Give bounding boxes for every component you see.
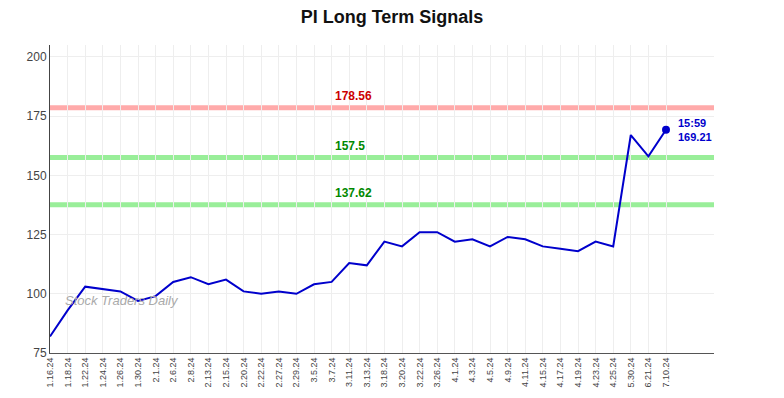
svg-text:3.11.24: 3.11.24 [344, 358, 354, 387]
svg-text:1.30.24: 1.30.24 [133, 358, 143, 388]
svg-text:178.56: 178.56 [335, 89, 372, 103]
svg-text:1.24.24: 1.24.24 [98, 358, 108, 388]
svg-text:137.62: 137.62 [335, 186, 372, 200]
svg-text:2.22.24: 2.22.24 [256, 358, 266, 388]
svg-text:3.13.24: 3.13.24 [362, 358, 372, 388]
svg-text:4.15.24: 4.15.24 [538, 358, 548, 388]
svg-text:175: 175 [27, 109, 47, 123]
svg-text:75: 75 [33, 346, 47, 360]
svg-text:5.30.24: 5.30.24 [626, 358, 636, 388]
svg-text:2.6.24: 2.6.24 [168, 358, 178, 383]
svg-text:3.22.24: 3.22.24 [415, 358, 425, 388]
svg-text:15:59169.21: 15:59169.21 [678, 117, 712, 143]
svg-text:3.18.24: 3.18.24 [379, 358, 389, 388]
svg-text:3.26.24: 3.26.24 [432, 358, 442, 388]
svg-text:125: 125 [27, 228, 47, 242]
svg-text:2.1.24: 2.1.24 [151, 358, 161, 383]
svg-text:4.3.24: 4.3.24 [467, 358, 477, 383]
svg-text:3.5.24: 3.5.24 [309, 358, 319, 383]
svg-text:2.13.24: 2.13.24 [203, 358, 213, 388]
svg-text:1.16.24: 1.16.24 [45, 358, 55, 388]
svg-text:200: 200 [27, 50, 47, 64]
svg-text:4.5.24: 4.5.24 [485, 358, 495, 383]
svg-text:3.7.24: 3.7.24 [327, 358, 337, 383]
svg-text:6.21.24: 6.21.24 [643, 358, 653, 388]
svg-text:2.27.24: 2.27.24 [274, 358, 284, 388]
svg-text:2.15.24: 2.15.24 [221, 358, 231, 388]
svg-text:4.11.24: 4.11.24 [520, 358, 530, 387]
svg-text:4.9.24: 4.9.24 [503, 358, 513, 383]
svg-text:150: 150 [27, 169, 47, 183]
svg-text:4.23.24: 4.23.24 [591, 358, 601, 388]
svg-text:3.20.24: 3.20.24 [397, 358, 407, 388]
svg-text:2.20.24: 2.20.24 [239, 358, 249, 388]
svg-text:2.29.24: 2.29.24 [291, 358, 301, 388]
svg-text:4.1.24: 4.1.24 [450, 358, 460, 383]
svg-text:4.17.24: 4.17.24 [555, 358, 565, 388]
svg-text:4.25.24: 4.25.24 [608, 358, 618, 388]
svg-text:2.8.24: 2.8.24 [186, 358, 196, 383]
svg-text:1.22.24: 1.22.24 [80, 358, 90, 388]
svg-text:1.18.24: 1.18.24 [63, 358, 73, 388]
svg-text:4.19.24: 4.19.24 [573, 358, 583, 388]
svg-text:7.10.24: 7.10.24 [661, 358, 671, 388]
svg-text:1.26.24: 1.26.24 [115, 358, 125, 388]
svg-text:100: 100 [27, 287, 47, 301]
svg-text:157.5: 157.5 [335, 139, 365, 153]
svg-text:PI Long Term Signals: PI Long Term Signals [301, 7, 484, 27]
svg-text:Stock Traders Daily: Stock Traders Daily [65, 293, 179, 308]
